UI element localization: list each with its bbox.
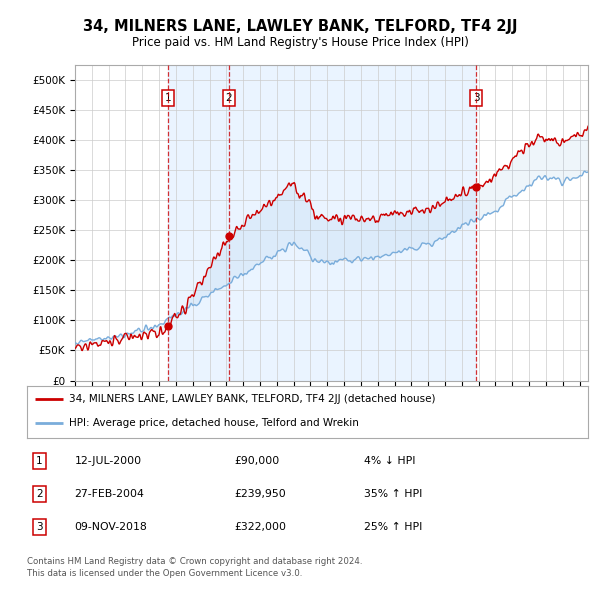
Text: HPI: Average price, detached house, Telford and Wrekin: HPI: Average price, detached house, Telf…: [69, 418, 359, 428]
Text: 25% ↑ HPI: 25% ↑ HPI: [364, 522, 422, 532]
Text: 4% ↓ HPI: 4% ↓ HPI: [364, 456, 415, 466]
Text: 2: 2: [226, 93, 232, 103]
Text: 3: 3: [473, 93, 479, 103]
Text: Contains HM Land Registry data © Crown copyright and database right 2024.: Contains HM Land Registry data © Crown c…: [27, 557, 362, 566]
Text: £239,950: £239,950: [235, 489, 286, 499]
Text: 09-NOV-2018: 09-NOV-2018: [74, 522, 148, 532]
Text: 35% ↑ HPI: 35% ↑ HPI: [364, 489, 422, 499]
Text: This data is licensed under the Open Government Licence v3.0.: This data is licensed under the Open Gov…: [27, 569, 302, 578]
Text: 27-FEB-2004: 27-FEB-2004: [74, 489, 145, 499]
Text: 34, MILNERS LANE, LAWLEY BANK, TELFORD, TF4 2JJ (detached house): 34, MILNERS LANE, LAWLEY BANK, TELFORD, …: [69, 394, 436, 404]
Text: 2: 2: [36, 489, 43, 499]
Bar: [229, 65, 476, 381]
Bar: [168, 65, 229, 381]
Text: Price paid vs. HM Land Registry's House Price Index (HPI): Price paid vs. HM Land Registry's House …: [131, 36, 469, 49]
Text: 1: 1: [36, 456, 43, 466]
Text: 34, MILNERS LANE, LAWLEY BANK, TELFORD, TF4 2JJ: 34, MILNERS LANE, LAWLEY BANK, TELFORD, …: [83, 19, 517, 34]
Text: £322,000: £322,000: [235, 522, 287, 532]
Text: 1: 1: [165, 93, 172, 103]
Text: £90,000: £90,000: [235, 456, 280, 466]
Text: 12-JUL-2000: 12-JUL-2000: [74, 456, 142, 466]
Text: 3: 3: [36, 522, 43, 532]
